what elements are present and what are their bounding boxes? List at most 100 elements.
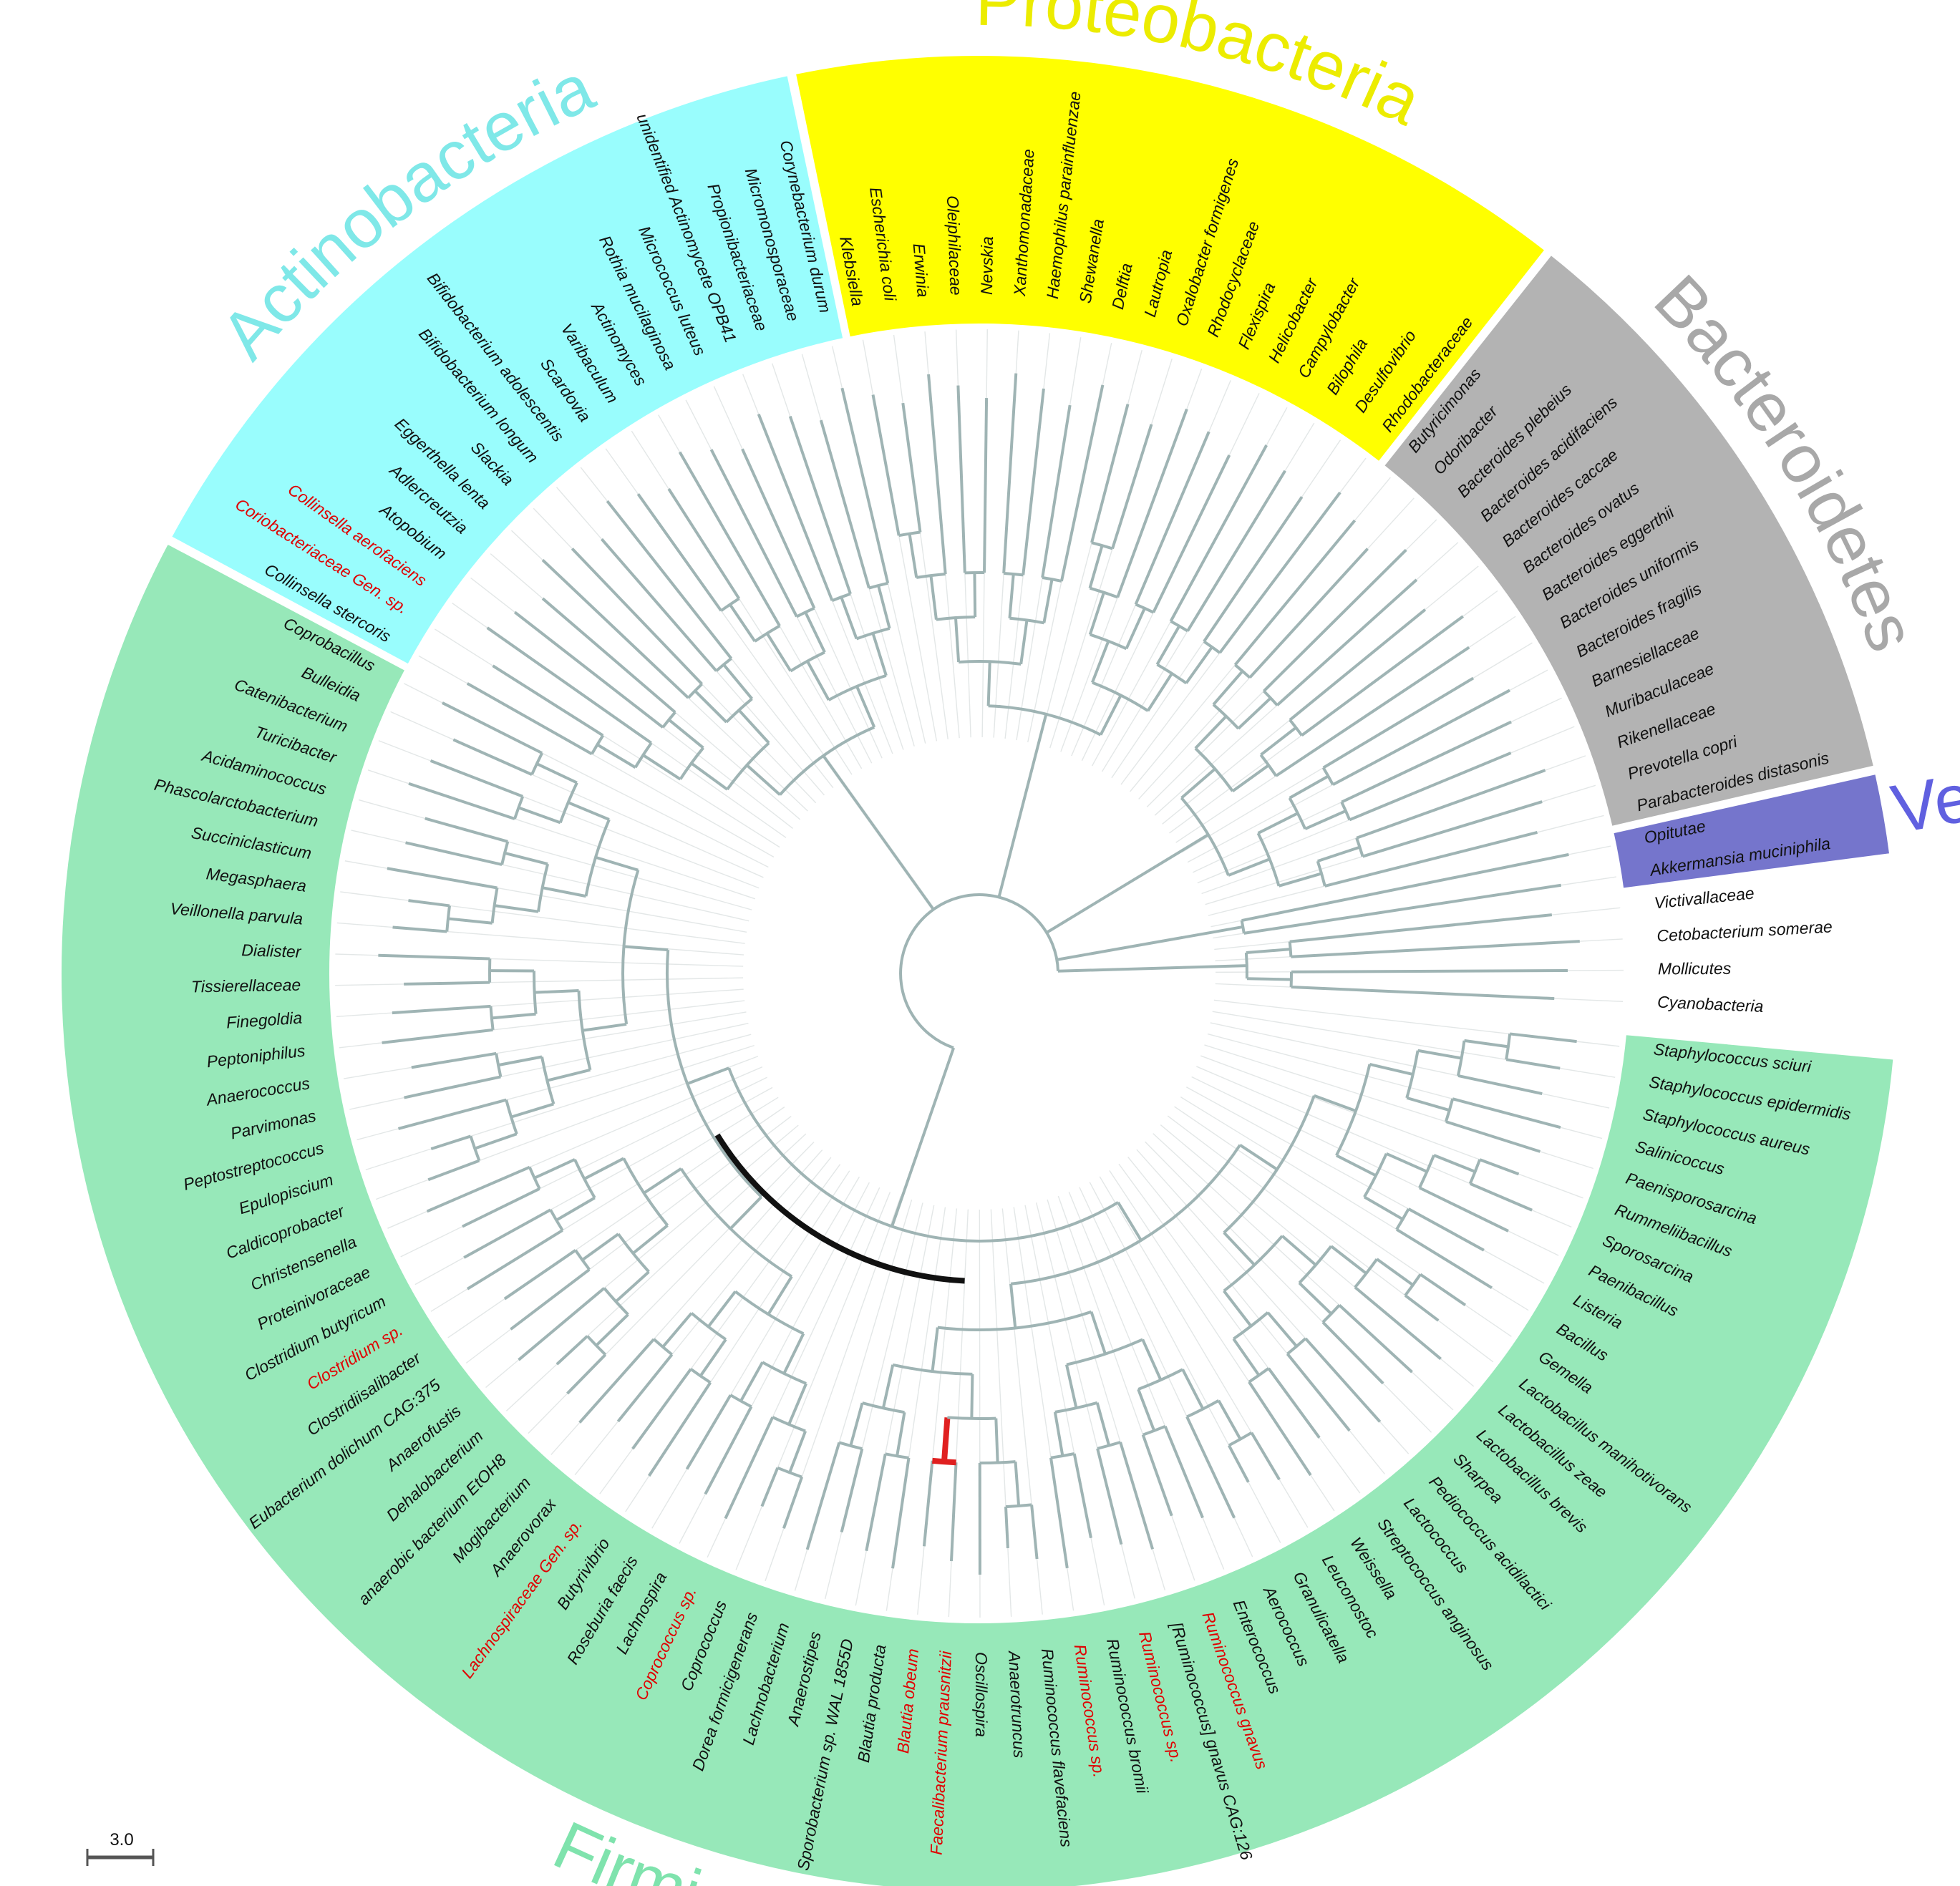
branch-stem bbox=[805, 1442, 841, 1550]
branch-stem bbox=[881, 1364, 895, 1409]
branch-stem bbox=[1231, 764, 1270, 792]
branch-stem bbox=[1072, 1453, 1092, 1539]
branch-stem bbox=[1246, 977, 1291, 981]
branch-stem bbox=[1064, 1364, 1078, 1409]
branch-arc bbox=[634, 742, 653, 769]
branch-stem bbox=[1090, 404, 1130, 543]
branch-stem bbox=[1241, 852, 1569, 922]
branch-arc bbox=[1289, 719, 1304, 737]
branch-stem bbox=[782, 1333, 805, 1374]
branch-stem bbox=[643, 1167, 682, 1195]
branch-stem bbox=[518, 1287, 606, 1361]
branch-stem bbox=[1260, 726, 1297, 757]
leader-line bbox=[1057, 1195, 1195, 1581]
branch-stem bbox=[1369, 1063, 1414, 1076]
branch-stem bbox=[1336, 1154, 1377, 1177]
branch-stem bbox=[724, 1416, 775, 1520]
branch-stem bbox=[382, 1028, 493, 1044]
branch-stem bbox=[582, 1022, 627, 1032]
branch-stem bbox=[871, 394, 901, 536]
branch-stem bbox=[504, 851, 548, 865]
branch-stem bbox=[1385, 1152, 1428, 1173]
branch-stem bbox=[994, 1418, 999, 1463]
branch-stem bbox=[1239, 1144, 1279, 1171]
branch-arc bbox=[725, 697, 753, 724]
branch-arc bbox=[1090, 633, 1127, 651]
branch-stem bbox=[1203, 496, 1304, 643]
branch-stem bbox=[973, 573, 977, 618]
branch-stem bbox=[583, 1157, 625, 1180]
branch-arc bbox=[1248, 1367, 1270, 1384]
branch-stem bbox=[1134, 431, 1211, 606]
branch-stem bbox=[408, 899, 450, 908]
branch-stem bbox=[615, 1270, 650, 1303]
highlight-clade-arc bbox=[714, 1133, 965, 1284]
branch-arc bbox=[1212, 703, 1240, 730]
branch-stem bbox=[616, 1353, 674, 1423]
branch-stem bbox=[1228, 1444, 1250, 1483]
branch-stem bbox=[1246, 948, 1291, 954]
branch-arc bbox=[1234, 663, 1251, 679]
branch-stem bbox=[426, 1165, 530, 1213]
branch-stem bbox=[1417, 1049, 1462, 1060]
branch-stem bbox=[1276, 578, 1418, 706]
branch-stem bbox=[668, 719, 704, 749]
branch-stem bbox=[1356, 769, 1546, 840]
branch-stem bbox=[760, 1467, 780, 1507]
branch-stem bbox=[1022, 388, 1045, 575]
branch-stem bbox=[788, 415, 852, 595]
branch-stem bbox=[956, 385, 966, 573]
branch-stem bbox=[503, 1249, 577, 1301]
sector-verrucomicrobia bbox=[1609, 769, 1894, 893]
branch-stem bbox=[441, 701, 543, 754]
branch-stem bbox=[463, 1208, 552, 1259]
branch-stem bbox=[430, 759, 523, 798]
leader-line bbox=[447, 1107, 785, 1338]
branch-stem bbox=[556, 1196, 596, 1222]
branch-stem bbox=[896, 1411, 906, 1457]
branch-stem bbox=[1263, 548, 1407, 692]
branch-stem bbox=[466, 682, 593, 756]
branch-stem bbox=[1509, 1032, 1577, 1044]
leader-line bbox=[1089, 1182, 1281, 1543]
branch-stem bbox=[983, 398, 989, 573]
branch-arc bbox=[1042, 576, 1062, 583]
branch-stem bbox=[1317, 845, 1361, 863]
branch-arc bbox=[1263, 690, 1279, 706]
branch-stem bbox=[908, 533, 918, 578]
leader-line bbox=[505, 1133, 807, 1411]
branch-stem bbox=[1341, 720, 1512, 804]
branch-arc bbox=[777, 1466, 802, 1479]
branch-stem bbox=[678, 451, 781, 627]
branch-stem bbox=[729, 603, 757, 643]
branch-stem bbox=[1349, 752, 1512, 822]
branch-stem bbox=[1090, 1311, 1107, 1355]
branch-stem bbox=[1248, 548, 1369, 679]
branch-stem bbox=[1304, 810, 1347, 830]
branch-stem bbox=[1091, 641, 1110, 684]
branch-stem bbox=[1376, 1258, 1414, 1286]
branch-arc bbox=[1316, 860, 1326, 887]
branch-stem bbox=[498, 1055, 543, 1067]
branch-stem bbox=[757, 413, 834, 601]
branch-stem bbox=[1464, 1039, 1509, 1049]
branch-stem bbox=[822, 754, 935, 910]
branch-arc bbox=[1286, 1337, 1307, 1356]
branch-stem bbox=[1096, 1448, 1123, 1545]
branch-stem bbox=[408, 782, 515, 820]
branch-stem bbox=[624, 945, 669, 952]
branch-stem bbox=[806, 660, 830, 701]
tree-branches bbox=[378, 373, 1580, 1575]
branch-stem bbox=[566, 1353, 607, 1395]
branch-stem bbox=[1469, 1182, 1533, 1212]
leader-line bbox=[917, 1208, 958, 1615]
branch-stem bbox=[765, 632, 792, 672]
branch-stem bbox=[567, 801, 610, 821]
branch-stem bbox=[1002, 373, 1018, 574]
branch-arc bbox=[513, 796, 525, 820]
branch-stem bbox=[404, 1075, 501, 1099]
branch-stem bbox=[1095, 1402, 1111, 1447]
branch-stem bbox=[929, 575, 938, 620]
branch-stem bbox=[1354, 1285, 1442, 1361]
branch-arc bbox=[734, 1290, 805, 1336]
